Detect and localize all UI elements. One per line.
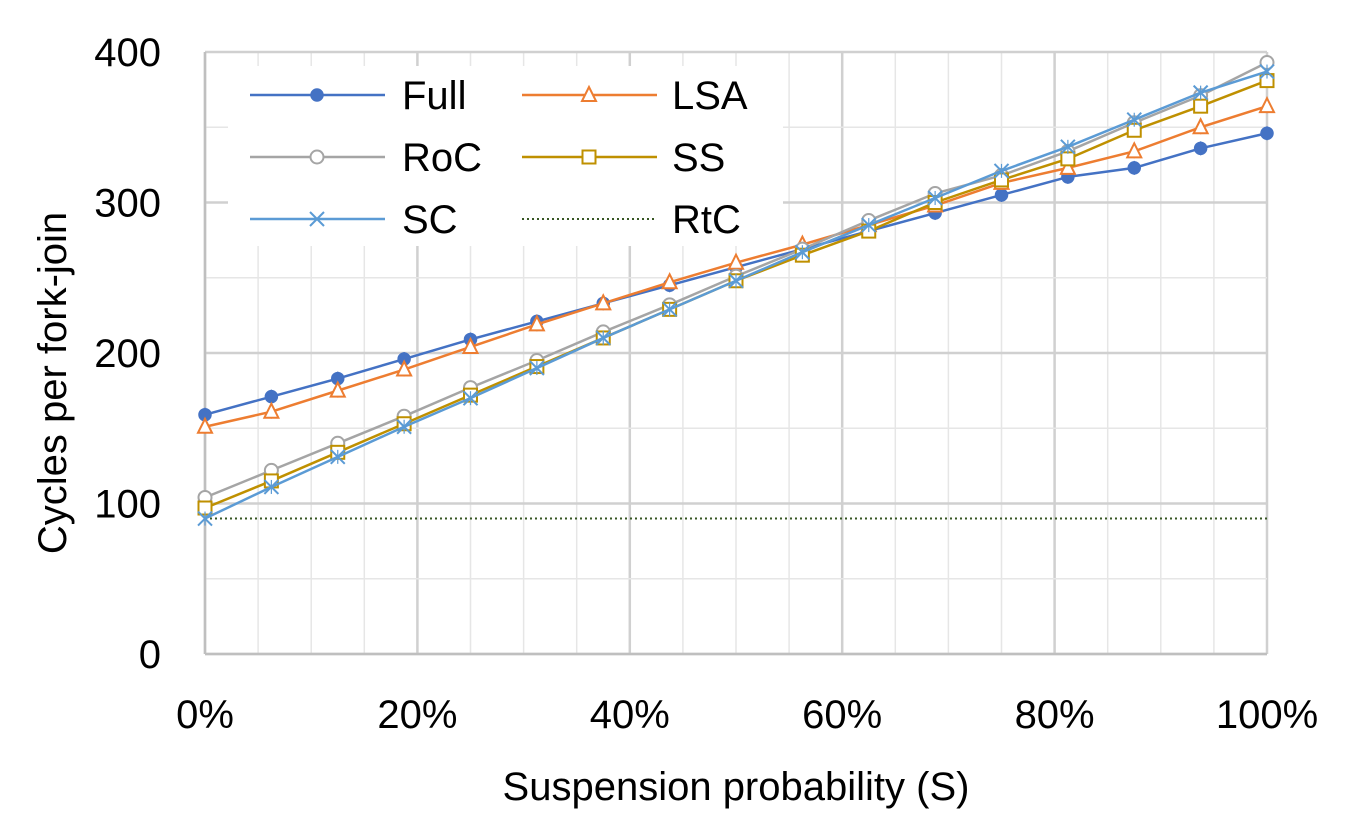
legend-item-ss: SS [522,136,725,180]
y-tick-label: 200 [94,332,161,376]
legend-marker-sc [309,211,325,227]
data-point-sc [330,449,346,465]
data-point-lsa [262,401,280,419]
legend-item-sc: SC [250,198,458,242]
series-layer [196,55,1276,527]
legend-marker-lsa [580,84,598,102]
data-point-lsa [1192,117,1210,135]
data-point-sc [595,330,611,346]
y-axis-title: Cycles per fork-join [31,212,75,554]
x-marker-stroke [595,330,611,346]
legend-marker-full [310,88,324,102]
x-tick-label: 20% [377,693,457,737]
data-point-lsa [461,336,480,354]
data-point-sc [396,419,412,435]
legend-label-roc: RoC [402,136,482,180]
legend-label-lsa: LSA [672,74,748,118]
data-point-lsa [1125,141,1143,159]
x-marker-stroke [330,449,346,465]
x-marker-stroke [263,479,280,495]
x-marker-stroke [794,244,811,260]
y-tick-label: 400 [94,31,161,75]
x-marker-stroke [728,273,744,289]
data-point-sc [263,479,280,495]
legend-item-roc: RoC [250,136,482,180]
x-tick-label: 0% [176,693,234,737]
data-point-sc [728,273,744,289]
x-marker-stroke [462,390,479,406]
x-marker-stroke [861,217,877,233]
x-marker-stroke [1259,63,1275,80]
x-tick-label: 100% [1216,693,1318,737]
y-tick-label: 100 [94,483,161,527]
legend-label-full: Full [402,74,466,118]
x-marker-stroke [529,360,545,376]
data-point-ss [1193,98,1209,114]
legend-label-ss: SS [672,136,725,180]
data-point-lsa [528,314,546,332]
legend-item-lsa: LSA [522,74,748,118]
legend-item-full: Full [250,74,466,118]
data-point-sc [1060,139,1076,155]
data-point-lsa [329,380,347,398]
data-point-full [1127,161,1141,175]
data-point-lsa [661,272,679,290]
data-point-lsa [1059,157,1077,175]
x-marker-stroke [309,211,325,227]
data-point-full [264,389,279,404]
data-point-sc [661,301,678,318]
x-marker-stroke [1060,139,1076,155]
axes [203,52,1267,656]
data-point-sc [197,510,213,527]
data-point-full [1260,126,1274,141]
data-point-sc [529,360,545,376]
x-axis-title: Suspension probability (S) [503,765,970,809]
tick-labels: 0% 20% 40% 60% 80% 100% 0 100 200 300 400 [94,31,1318,737]
data-point-sc [993,163,1010,179]
data-point-lsa [395,359,413,377]
y-tick-label: 0 [139,633,161,677]
x-tick-label: 60% [802,693,882,737]
series-sc [197,63,1275,527]
data-point-lsa [727,252,745,270]
x-marker-stroke [396,419,412,435]
legend-marker-ss [581,149,597,165]
data-point-sc [927,190,943,206]
data-point-full [994,188,1009,202]
x-marker-stroke [993,163,1010,179]
legend-label-sc: SC [402,198,458,242]
data-point-sc [1126,112,1142,128]
data-point-sc [794,244,811,260]
x-tick-label: 40% [590,693,670,737]
x-tick-label: 80% [1015,693,1095,737]
data-point-lsa [594,293,612,311]
data-point-lsa [196,416,214,434]
legend-item-rtc: RtC [522,198,741,242]
series-lsa [196,95,1276,434]
x-marker-stroke [1192,84,1209,101]
data-point-ss [1060,151,1076,167]
x-marker-stroke [927,190,943,206]
data-point-lsa [1258,95,1276,114]
y-tick-label: 300 [94,182,161,226]
data-point-sc [1259,63,1275,80]
legend: Full LSA RoC SS SC RtC [228,66,783,246]
x-marker-stroke [661,301,678,318]
legend-label-rtc: RtC [672,198,741,242]
data-point-sc [1192,84,1209,101]
legend-marker-roc [309,149,325,165]
x-marker-stroke [1126,112,1142,128]
data-point-sc [462,390,479,406]
data-point-full [1193,141,1208,156]
data-point-sc [861,217,877,233]
x-marker-stroke [197,510,213,527]
